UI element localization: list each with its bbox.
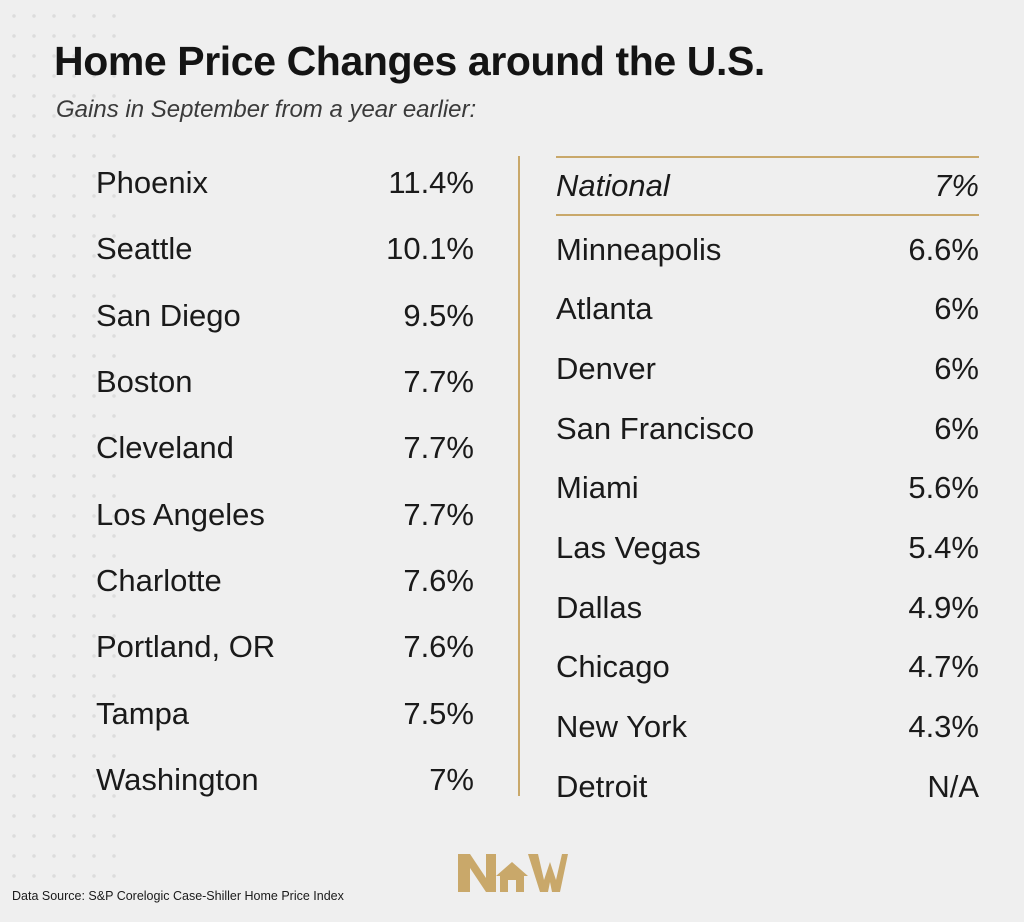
price-change-value: 4.3% (908, 709, 979, 745)
table-row: Los Angeles 7.7% (96, 481, 474, 547)
city-name: San Francisco (556, 410, 755, 446)
table-row: Miami 5.6% (556, 458, 979, 518)
price-change-value: 7.5% (403, 695, 474, 731)
price-change-value: 11.4% (388, 165, 474, 201)
price-change-value: 7.7% (403, 364, 474, 400)
table-row: Portland, OR 7.6% (96, 614, 474, 680)
table-row: San Diego 9.5% (96, 283, 474, 349)
city-name: Cleveland (96, 430, 234, 466)
city-name: Miami (556, 470, 639, 506)
column-divider (518, 156, 520, 796)
table-row: Chicago 4.7% (556, 638, 979, 698)
page-title: Home Price Changes around the U.S. (54, 38, 765, 84)
data-source-note: Data Source: S&P Corelogic Case-Shiller … (12, 889, 344, 903)
price-change-value: 6% (934, 291, 979, 327)
table-row: Seattle 10.1% (96, 216, 474, 282)
table-row: Washington 7% (96, 747, 474, 813)
table-column-left: Phoenix 11.4% Seattle 10.1% San Diego 9.5% Bos… (96, 150, 474, 813)
table-row: Las Vegas 5.4% (556, 518, 979, 578)
city-name: Charlotte (96, 562, 222, 598)
table-row: Charlotte 7.6% (96, 548, 474, 614)
city-name: National (556, 167, 670, 203)
city-name: Detroit (556, 768, 648, 804)
price-change-value: 7.7% (403, 496, 474, 532)
city-name: Las Vegas (556, 529, 701, 565)
price-change-value: 9.5% (403, 297, 474, 333)
city-name: San Diego (96, 297, 241, 333)
table-row: Minneapolis 6.6% (556, 220, 979, 280)
city-name: Atlanta (556, 291, 653, 327)
city-name: Los Angeles (96, 496, 265, 532)
national-row: National 7% (556, 156, 979, 216)
city-name: New York (556, 709, 687, 745)
page-subtitle: Gains in September from a year earlier: (56, 96, 477, 123)
price-change-value: 7.6% (403, 562, 474, 598)
table-row: Dallas 4.9% (556, 578, 979, 638)
table-row: Denver 6% (556, 339, 979, 399)
price-change-value: 4.9% (908, 589, 979, 625)
price-change-value: 6.6% (908, 231, 979, 267)
city-name: Portland, OR (96, 629, 276, 665)
table-row: Atlanta 6% (556, 279, 979, 339)
table-row: Detroit N/A (556, 757, 979, 817)
table-row: Tampa 7.5% (96, 680, 474, 746)
city-name: Chicago (556, 649, 670, 685)
price-change-value: 6% (934, 410, 979, 446)
table-row: San Francisco 6% (556, 399, 979, 459)
price-change-value: 5.6% (908, 470, 979, 506)
price-change-value: 10.1% (386, 231, 474, 267)
price-change-value: 5.4% (908, 529, 979, 565)
city-name: Seattle (96, 231, 193, 267)
table-column-right: National 7% Minneapolis 6.6% Atlanta 6% Denver… (556, 150, 979, 817)
city-name: Dallas (556, 589, 643, 625)
city-name: Boston (96, 364, 193, 400)
price-change-value: 7.6% (403, 629, 474, 665)
price-change-value: 7.7% (403, 430, 474, 466)
price-change-value: N/A (927, 768, 979, 804)
table-row: Phoenix 11.4% (96, 150, 474, 216)
price-change-value: 7% (429, 761, 474, 797)
city-name: Denver (556, 350, 656, 386)
table-row: New York 4.3% (556, 697, 979, 757)
price-change-value: 4.7% (908, 649, 979, 685)
city-name: Washington (96, 761, 259, 797)
table-row: Cleveland 7.7% (96, 415, 474, 481)
city-name: Minneapolis (556, 231, 722, 267)
city-name: Tampa (96, 695, 190, 731)
nw-logo (458, 854, 568, 892)
city-name: Phoenix (96, 165, 209, 201)
table-row: Boston 7.7% (96, 349, 474, 415)
price-change-value: 6% (934, 350, 979, 386)
price-change-value: 7% (934, 167, 979, 203)
